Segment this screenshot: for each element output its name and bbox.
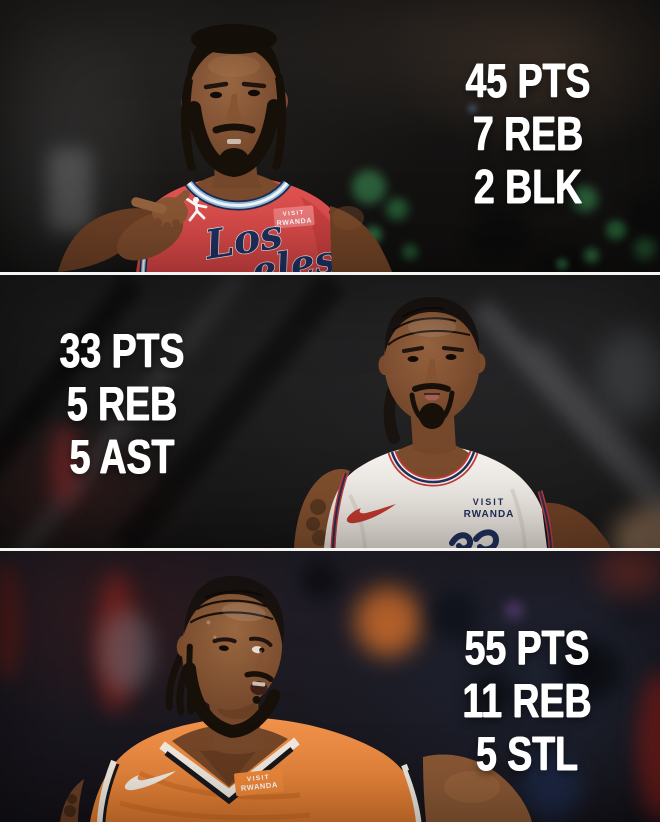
crowd-blur [300, 561, 340, 601]
bokeh-light [584, 248, 599, 263]
jersey-script-partial [449, 529, 500, 548]
patch-text: VISIT [283, 210, 305, 218]
stat-line-reb: 11 REB [462, 675, 592, 728]
nike-swoosh-icon [346, 504, 396, 524]
braid-tail [383, 387, 400, 444]
scoreboard-sign-blur [48, 148, 92, 232]
armhole-trim-right [401, 763, 425, 822]
crowd-blur [560, 641, 620, 701]
player-photo-bottom: VISIT RWANDA [60, 575, 532, 822]
crowd-blur [628, 196, 660, 240]
player-head-top [180, 24, 288, 188]
gray-blur [598, 330, 660, 420]
armhole-trim-left [97, 759, 120, 822]
bokeh-light [468, 104, 477, 113]
stat-block-middle: 33 PTS 5 REB 5 AST [2, 325, 242, 484]
crowd-blur [610, 591, 650, 631]
stat-line-reb: 7 REB [472, 108, 584, 161]
stat-line-reb: 5 REB [66, 378, 178, 431]
bokeh-light [402, 244, 418, 260]
player-head-bottom [165, 575, 284, 755]
sponsor-text: VISIT [473, 497, 506, 507]
pointing-arm [58, 190, 190, 272]
pointing-finger [131, 197, 167, 214]
arm-tattoo [310, 499, 326, 515]
stat-block-bottom: 55 PTS 11 REB 5 STL [407, 622, 647, 781]
stat-line-pts: 55 PTS [464, 622, 590, 675]
bokeh-light [386, 198, 408, 220]
armhole-trim-right [537, 490, 554, 548]
stat-line-pts: 33 PTS [59, 325, 185, 378]
right-arm [542, 502, 611, 548]
blue-blur [522, 751, 582, 821]
stat-line-pts: 45 PTS [465, 55, 591, 108]
patch-text: RWANDA [240, 780, 278, 793]
white-jersey: VISIT RWANDA [324, 441, 554, 548]
stat-line-blk: 2 BLK [473, 161, 583, 214]
panel-top: VISIT RWANDA Los eles [0, 0, 660, 272]
gray-blur [100, 611, 154, 691]
stat-block-top: 45 PTS 7 REB 2 BLK [408, 55, 648, 214]
v-neck-trim [159, 737, 300, 805]
purple-dot-blur [505, 601, 523, 619]
crowd-red-blur [0, 561, 22, 681]
crowd-red-blur [638, 671, 660, 821]
stat-line-ast: 5 AST [69, 431, 175, 484]
braid-left [180, 76, 196, 171]
orange-blur [355, 586, 421, 656]
crowd-blur [470, 671, 516, 717]
neckline-trim [184, 179, 292, 211]
sponsor-text: RWANDA [464, 509, 515, 520]
panel-bottom: VISIT RWANDA [0, 551, 660, 822]
stat-line-stl: 5 STL [476, 728, 578, 781]
cornrow-hair [384, 297, 480, 353]
orange-jersey: VISIT RWANDA [90, 717, 425, 822]
left-arm [330, 206, 392, 272]
bokeh-light [556, 258, 568, 270]
bokeh-light [606, 220, 626, 240]
armhole-trim-left [330, 472, 349, 548]
nike-swoosh-icon [124, 771, 176, 791]
jersey-script: eles [249, 236, 339, 272]
crowd-red-blur [50, 425, 80, 507]
neckline-trim [387, 450, 479, 487]
panel-middle: VISIT RWANDA [0, 275, 660, 548]
panel-divider [0, 548, 660, 551]
panel-divider [0, 272, 660, 275]
player-photo-middle: VISIT RWANDA [294, 297, 611, 548]
bokeh-light [634, 238, 656, 260]
jordan-jumpman-icon [185, 197, 208, 222]
visit-rwanda-patch: VISIT RWANDA [273, 205, 315, 229]
player-head-middle [378, 297, 486, 455]
braid-right [272, 74, 287, 170]
bokeh-light [572, 186, 598, 212]
left-arm [60, 779, 84, 822]
patch-text: RWANDA [276, 217, 312, 227]
crowd-blur [430, 591, 480, 641]
right-shoulder [423, 754, 532, 822]
red-glow-blur [598, 551, 660, 595]
crowd-blur [470, 210, 530, 262]
bokeh-light [352, 170, 386, 204]
visit-rwanda-patch: VISIT RWANDA [234, 768, 284, 797]
patch-text: VISIT [247, 774, 271, 783]
beard [183, 662, 281, 738]
player-photo-top: VISIT RWANDA Los eles [58, 24, 392, 272]
arm-tattoo [67, 794, 77, 804]
